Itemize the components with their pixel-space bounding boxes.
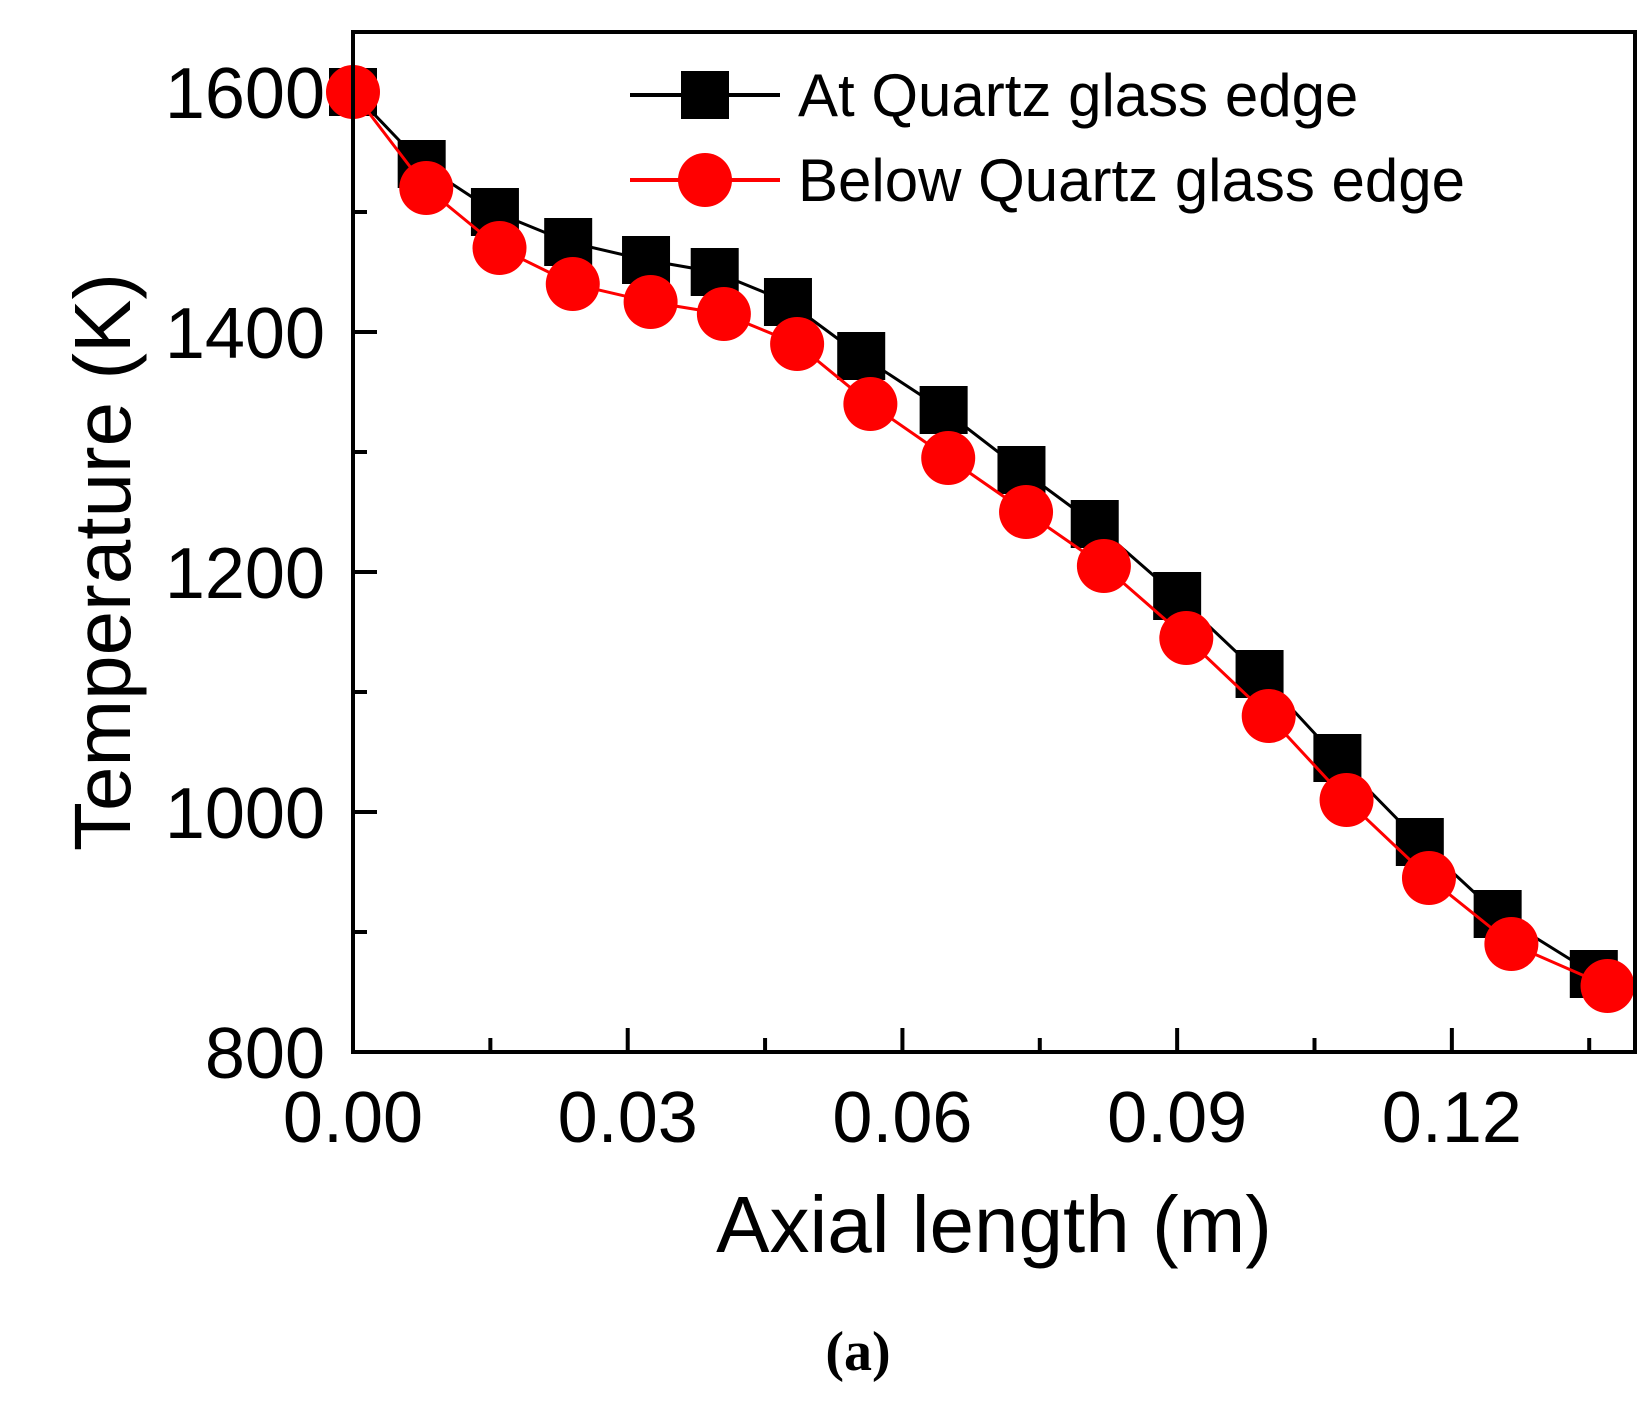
data-point-circle — [623, 275, 678, 329]
x-tick-label: 0.00 — [283, 1078, 423, 1158]
figure-caption: (a) — [825, 1321, 890, 1383]
x-tick-label: 0.06 — [832, 1078, 972, 1158]
data-point-circle — [999, 485, 1054, 539]
y-tick-label: 1400 — [165, 294, 325, 374]
legend-marker-square — [681, 71, 729, 119]
legend-label: Below Quartz glass edge — [798, 147, 1465, 214]
data-point-circle — [1484, 917, 1539, 971]
plot-frame — [351, 30, 1637, 1054]
ticks-layer: 0.00 0.03 0.06 0.09 0.12 800 1000 1200 1400 1600 — [165, 54, 1592, 1158]
y-tick-label: 800 — [205, 1014, 325, 1094]
x-tick-label: 0.12 — [1382, 1078, 1522, 1158]
legend-item-2: Below Quartz glass edge — [630, 147, 1465, 214]
legend-marker-circle — [678, 153, 732, 207]
series-layer — [326, 65, 1635, 1013]
data-point-square — [919, 386, 968, 434]
data-point-circle — [545, 257, 600, 311]
legend-item-1: At Quartz glass edge — [630, 62, 1358, 129]
x-tick-label: 0.09 — [1107, 1078, 1247, 1158]
data-point-circle — [1401, 851, 1456, 905]
y-tick-label: 1600 — [165, 54, 325, 134]
data-point-circle — [1241, 689, 1296, 743]
data-point-circle — [1076, 539, 1131, 593]
y-axis-title: Temperature (K) — [58, 273, 147, 851]
legend-label: At Quartz glass edge — [798, 62, 1358, 129]
legend: At Quartz glass edge Below Quartz glass e… — [630, 62, 1465, 214]
data-point-square — [837, 332, 886, 380]
data-point-circle — [399, 161, 454, 215]
data-point-circle — [843, 377, 898, 431]
y-tick-label: 1200 — [165, 534, 325, 614]
data-point-circle — [921, 431, 976, 485]
data-point-circle — [1319, 773, 1374, 827]
data-point-circle — [1580, 959, 1635, 1013]
series-2 — [326, 65, 1635, 1013]
data-point-circle — [1159, 611, 1214, 665]
data-point-circle — [770, 317, 825, 371]
y-tick-label: 1000 — [165, 774, 325, 854]
x-axis-title: Axial length (m) — [716, 1180, 1272, 1269]
x-tick-label: 0.03 — [558, 1078, 698, 1158]
data-point-circle — [472, 221, 527, 275]
data-point-circle — [696, 287, 751, 341]
